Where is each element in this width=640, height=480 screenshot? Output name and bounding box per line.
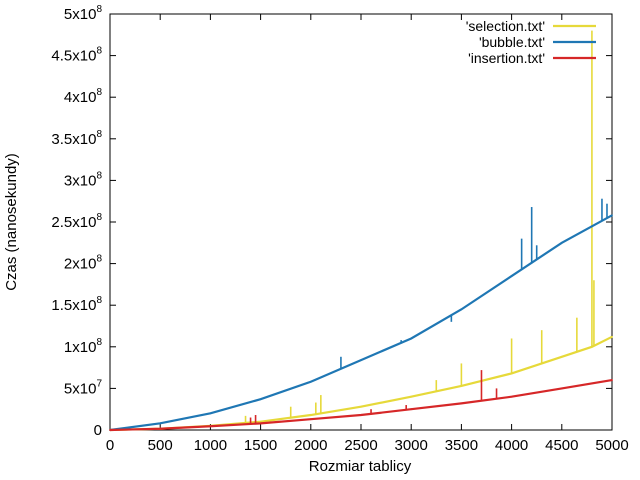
data-point: [611, 335, 613, 338]
y-axis-label: Czas (nanosekundy): [3, 153, 20, 291]
data-point: [259, 422, 262, 425]
data-point: [309, 380, 312, 383]
x-tick-label: 3000: [395, 437, 428, 454]
series-layer: [109, 30, 613, 432]
legend-label: 'selection.txt': [466, 18, 545, 34]
data-point: [410, 395, 413, 398]
x-tick-label: 500: [148, 437, 173, 454]
data-point: [611, 379, 613, 381]
data-point: [510, 395, 513, 398]
legend: 'selection.txt''bubble.txt''insertion.tx…: [466, 18, 596, 66]
data-point: [560, 387, 563, 390]
x-tick-label: 1500: [244, 437, 277, 454]
y-tick-label: 3.5x108: [51, 129, 102, 148]
x-tick-label: 2500: [344, 437, 377, 454]
data-point: [560, 241, 563, 244]
data-point: [309, 418, 312, 421]
x-tick-label: 4500: [545, 437, 578, 454]
legend-label: 'insertion.txt': [468, 50, 545, 66]
x-tick-label: 5000: [595, 437, 628, 454]
data-point: [410, 408, 413, 411]
x-axis-label: Rozmiar tablicy: [309, 458, 412, 475]
x-tick-label: 0: [106, 437, 114, 454]
data-point: [159, 422, 162, 425]
selection-line: [109, 30, 613, 432]
data-point: [460, 308, 463, 311]
x-tick-label: 4000: [495, 437, 528, 454]
data-point: [109, 429, 111, 431]
series-line: [109, 378, 613, 432]
data-point: [510, 275, 513, 277]
y-tick-label: 1.5x108: [51, 295, 102, 314]
data-point: [611, 214, 613, 217]
data-point: [460, 402, 463, 405]
data-point: [209, 425, 212, 428]
y-tick-label: 5x108: [64, 4, 103, 23]
data-point: [159, 427, 162, 430]
bubble-line: [109, 198, 613, 432]
data-point: [560, 355, 563, 358]
y-tick-label: 1x108: [64, 337, 103, 356]
y-tick-label: 4.5x108: [51, 46, 102, 65]
y-tick-label: 0: [94, 422, 102, 439]
insertion-line: [109, 370, 613, 432]
data-point: [360, 414, 362, 416]
legend-label: 'bubble.txt': [479, 34, 545, 50]
plot-frame: [109, 13, 613, 431]
data-point: [360, 405, 362, 408]
x-tick-label: 3500: [445, 437, 478, 454]
x-tick-label: 1000: [194, 437, 227, 454]
data-point: [259, 420, 262, 423]
data-point: [259, 398, 262, 401]
x-tick-label: 2000: [294, 437, 327, 454]
y-tick-label: 2x108: [64, 254, 103, 273]
y-tick-label: 2.5x108: [51, 212, 102, 231]
data-point: [410, 337, 413, 340]
data-point: [309, 414, 312, 416]
y-tick-label: 5x107: [64, 378, 103, 397]
y-tick-label: 3x108: [64, 170, 103, 189]
axes: 0 500 1000 1500 2000 2500 3000 3500 4000 4500 5000…: [51, 4, 628, 454]
y-tick-label: 4x108: [64, 87, 103, 106]
data-point: [209, 412, 212, 415]
data-point: [360, 359, 362, 362]
